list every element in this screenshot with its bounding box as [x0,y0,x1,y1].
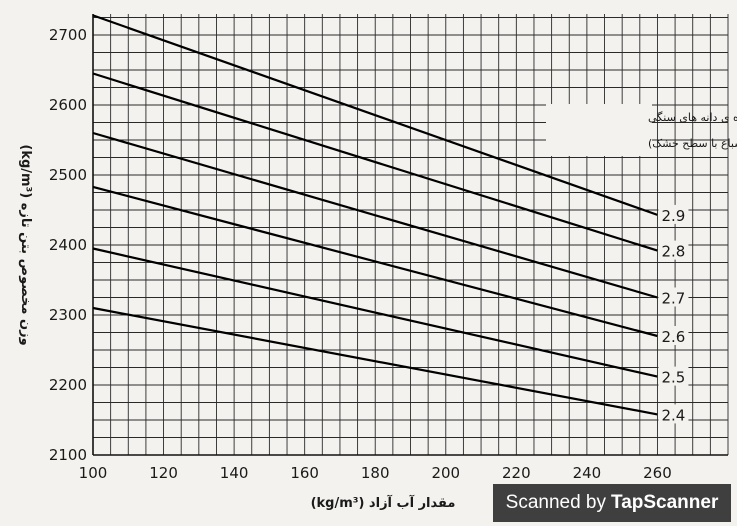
x-tick-label: 100 [79,464,108,482]
y-tick-label: 2200 [49,376,87,394]
series-label: 2.9 [661,207,685,225]
x-tick-label: 160 [290,464,319,482]
series-label: 2.4 [661,406,685,424]
y-tick-label: 2400 [49,236,87,254]
legend-title-line-2: (درحالت اشباع با سطح خشک) [648,137,737,150]
y-tick-label: 2100 [49,446,87,464]
grid [92,14,729,456]
y-tick-label: 2700 [49,26,87,44]
series-label-background [658,366,689,386]
x-axis-title: مقدار آب آزاد (kg/m³) [311,494,456,511]
y-axis-title: وزن مخصوص بتن تازه (kg/m³) [18,144,33,345]
x-tick-label: 120 [149,464,178,482]
series-lines [92,14,658,416]
series-line [92,247,658,378]
x-tick-label: 240 [573,464,602,482]
watermark-brand: TapScanner [611,492,719,513]
series-line [92,72,658,252]
series-label-background [658,404,689,424]
series-line [92,306,658,416]
series-label-background [658,204,689,224]
watermark-prefix: Scanned by [505,492,606,513]
x-tick-label: 260 [643,464,672,482]
legend-title-background [546,104,652,156]
series-line [92,131,658,299]
x-tick-label: 180 [361,464,390,482]
y-tick-labels: 2100 2200 2300 2400 2500 2600 2700 [49,26,87,464]
axes [92,14,728,456]
series-line [92,14,658,216]
y-tick-label: 2500 [49,166,87,184]
series-label-background [658,240,689,260]
series-labels: 2.9 2.8 2.7 2.6 2.5 2.4 [658,204,689,424]
scanner-watermark: Scanned by TapScanner [493,484,731,522]
series-label-background [658,326,689,345]
series-label-background [658,287,689,307]
y-tick-label: 2600 [49,96,87,114]
series-label: 2.6 [661,328,685,346]
series-line [92,185,658,338]
x-tick-label: 200 [431,464,460,482]
x-tick-label: 220 [502,464,531,482]
x-tick-labels: 100 120 140 160 180 200 220 240 260 [79,464,672,482]
legend-title-line-1: توده ی ویژه ی دانه های سنگی [648,111,737,124]
series-label: 2.7 [661,290,685,308]
y-tick-label: 2300 [49,306,87,324]
x-tick-label: 140 [220,464,249,482]
series-label: 2.8 [661,243,685,261]
series-label: 2.5 [661,369,685,387]
